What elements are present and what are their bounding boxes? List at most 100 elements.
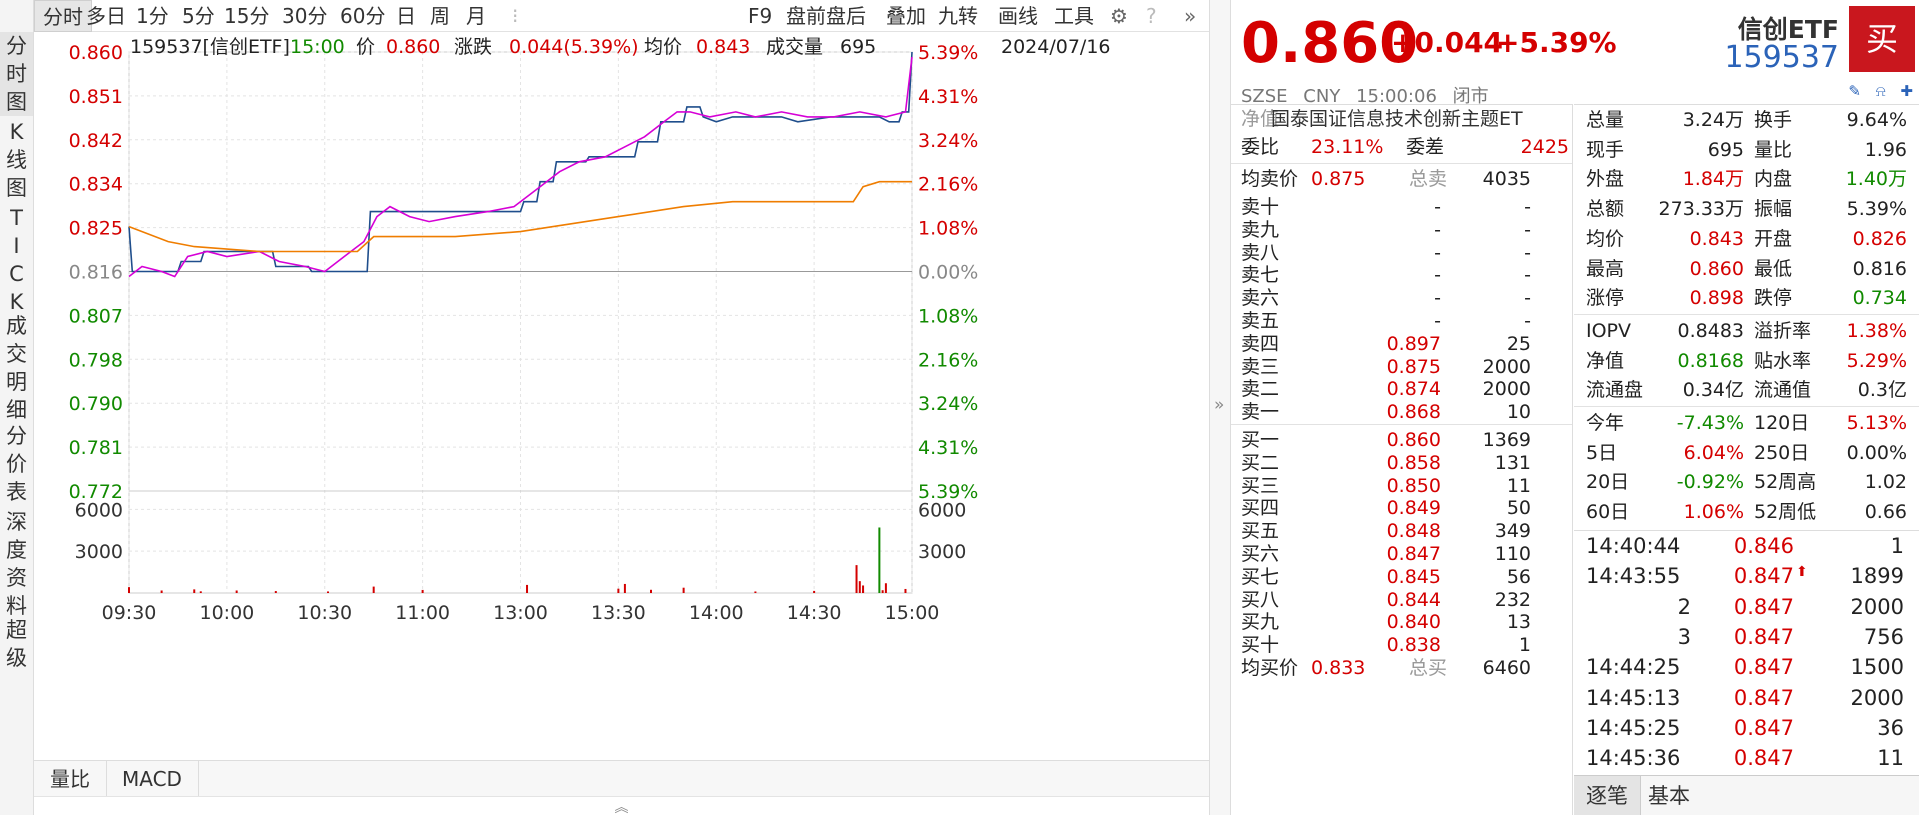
left-tab-3[interactable]: 成 交 明 细 <box>6 314 27 422</box>
bid-row[interactable]: 买一 0.860 1369 <box>1231 426 1572 454</box>
left-tab-1[interactable]: K 线 图 <box>6 120 27 200</box>
volume-bar <box>813 590 816 593</box>
help-icon[interactable]: ? <box>1146 4 1157 28</box>
bid-row[interactable]: 买二 0.858 131 <box>1231 449 1572 477</box>
left-tab-4[interactable]: 分 价 表 <box>6 424 27 504</box>
ask-volume: 25 <box>1506 332 1531 355</box>
tick-volume: 756 <box>1863 624 1904 649</box>
tick-list[interactable]: 14:40:44 0.846 1 14:43:55 0.847 ⬆ 1899 2 0.847 20… <box>1574 530 1919 775</box>
bid-row[interactable]: 买四 0.849 50 <box>1231 494 1572 522</box>
period-tab-6[interactable]: 60分 <box>340 4 386 28</box>
collapse-panel-handle[interactable]: ︽ <box>34 796 1209 815</box>
ask-row[interactable]: 卖五 - - <box>1231 307 1572 335</box>
period-tab-4[interactable]: 15分 <box>224 4 270 28</box>
y-tick-label-right: 1.08% <box>918 305 978 327</box>
edit-icon[interactable]: ✎ <box>1848 82 1861 100</box>
tick-price: 0.847 <box>1733 685 1794 710</box>
security-name: 信创ETF <box>1737 15 1839 44</box>
info-vol-label: 成交量 <box>766 36 824 58</box>
left-tab-5[interactable]: 深 度 资 料 <box>6 510 27 618</box>
bid-volume: 11 <box>1506 474 1531 497</box>
bid-row[interactable]: 买七 0.845 56 <box>1231 563 1572 591</box>
stat-value: 5.29% <box>1846 349 1907 372</box>
ask-row[interactable]: 卖三 0.875 2000 <box>1231 353 1572 381</box>
tick-price: 0.846 <box>1733 534 1794 558</box>
ask-row[interactable]: 卖六 - - <box>1231 284 1572 312</box>
price-change: +0.044 <box>1391 26 1504 59</box>
order-ratio-row: 委比 23.11% 委差 2425 <box>1231 133 1572 161</box>
bid-price: 0.840 <box>1386 611 1441 634</box>
stat-label: 120日 <box>1754 412 1810 434</box>
toolbar-item-5[interactable]: 工具 <box>1054 4 1094 28</box>
toolbar-item-1[interactable]: 盘前盘后 <box>786 4 866 28</box>
tick-price: 0.847 <box>1733 594 1794 619</box>
up-arrow-icon: ⬆ <box>1796 564 1808 581</box>
toolbar-item-4[interactable]: 画线 <box>998 4 1038 28</box>
bid-row[interactable]: 买五 0.848 349 <box>1231 517 1572 545</box>
stat-value: 0.898 <box>1689 287 1744 310</box>
detail-tab-1[interactable]: 基本 <box>1648 784 1690 808</box>
ask-row[interactable]: 卖九 - - <box>1231 216 1572 244</box>
period-tab-7[interactable]: 日 <box>396 4 416 28</box>
buy-button[interactable]: 买 <box>1849 6 1915 72</box>
ask-row[interactable]: 卖十 - - <box>1231 193 1572 221</box>
period-tab-5[interactable]: 30分 <box>282 4 328 28</box>
left-tab-2[interactable]: T I C K <box>9 206 24 314</box>
x-tick-label: 09:30 <box>102 602 157 624</box>
info-price: 0.860 <box>386 36 441 58</box>
avg-buy-total: 6460 <box>1482 657 1531 679</box>
double-chevron-right-icon[interactable]: » <box>1184 4 1197 28</box>
ask-row[interactable]: 卖四 0.897 25 <box>1231 330 1572 358</box>
detail-tab-0[interactable]: 逐笔 <box>1574 776 1641 815</box>
tick-volume: 36 <box>1877 715 1904 740</box>
orderbook-header-row: 净值 国泰国证信息技术创新主题ET <box>1231 105 1572 133</box>
bid-row[interactable]: 买九 0.840 13 <box>1231 608 1572 636</box>
left-tab-6[interactable]: 超 级 <box>6 618 27 670</box>
ask-row[interactable]: 卖八 - - <box>1231 239 1572 267</box>
toolbar-item-0[interactable]: F9 <box>748 4 773 28</box>
period-tab-2[interactable]: 1分 <box>136 4 169 28</box>
y-tick-label-left: 0.772 <box>69 481 123 503</box>
period-tab-0[interactable]: 分时 <box>34 0 92 32</box>
bid-price: 0.850 <box>1386 474 1441 497</box>
tick-row: 14:43:55 0.847 ⬆ 1899 <box>1574 561 1919 591</box>
period-tab-9[interactable]: 月 <box>466 4 486 28</box>
period-tab-8[interactable]: 周 <box>430 4 450 28</box>
intraday-chart[interactable]: 0.860 5.39% 0.851 4.31% 0.842 3.24% 0.834 2.16%… <box>34 33 1209 753</box>
vol-tick-label-right: 6000 <box>918 499 966 521</box>
alert-bell-icon[interactable]: ⍾ <box>1875 82 1886 100</box>
ask-price: - <box>1434 310 1441 332</box>
bid-row[interactable]: 买八 0.844 232 <box>1231 586 1572 614</box>
left-tab-0[interactable]: 分 时 图 <box>0 32 33 116</box>
bid-row[interactable]: 买三 0.850 11 <box>1231 472 1572 500</box>
ask-label: 卖八 <box>1241 241 1280 264</box>
bid-row[interactable]: 买六 0.847 110 <box>1231 540 1572 568</box>
volume-bar <box>199 591 202 593</box>
bid-row[interactable]: 买十 0.838 1 <box>1231 631 1572 659</box>
bid-label: 买十 <box>1241 634 1280 657</box>
ask-row[interactable]: 卖七 - - <box>1231 261 1572 289</box>
toolbar-item-3[interactable]: 九转 <box>938 4 978 28</box>
add-icon[interactable]: ✚ <box>1900 82 1913 100</box>
indicator-tab-1[interactable]: MACD <box>106 761 199 797</box>
stat-row: 今年 -7.43% 120日 5.13% <box>1574 408 1919 438</box>
expand-arrow-icon: » <box>1214 395 1225 415</box>
ask-row[interactable]: 卖二 0.874 2000 <box>1231 375 1572 403</box>
period-tab-3[interactable]: 5分 <box>182 4 215 28</box>
toolbar-item-2[interactable]: 叠加 <box>886 4 926 28</box>
ask-price: - <box>1434 287 1441 310</box>
stat-label: 均价 <box>1586 227 1625 250</box>
panel-splitter[interactable]: » <box>1209 0 1231 815</box>
stat-row: 总额 273.33万 振幅 5.39% <box>1574 194 1919 224</box>
ask-price: 0.875 <box>1386 355 1441 378</box>
vol-tick-label-left: 3000 <box>75 541 123 563</box>
stat-value: 1.06% <box>1683 501 1744 524</box>
avg-buy-total-label: 总买 <box>1409 657 1448 679</box>
indicator-tab-0[interactable]: 量比 <box>34 761 107 797</box>
y-tick-label-right: 2.16% <box>918 174 978 196</box>
ask-row[interactable]: 卖一 0.868 10 <box>1231 398 1572 426</box>
bid-label: 买二 <box>1241 451 1280 474</box>
gear-icon[interactable]: ⚙ <box>1110 4 1128 28</box>
period-tab-1[interactable]: 多日 <box>86 4 126 28</box>
